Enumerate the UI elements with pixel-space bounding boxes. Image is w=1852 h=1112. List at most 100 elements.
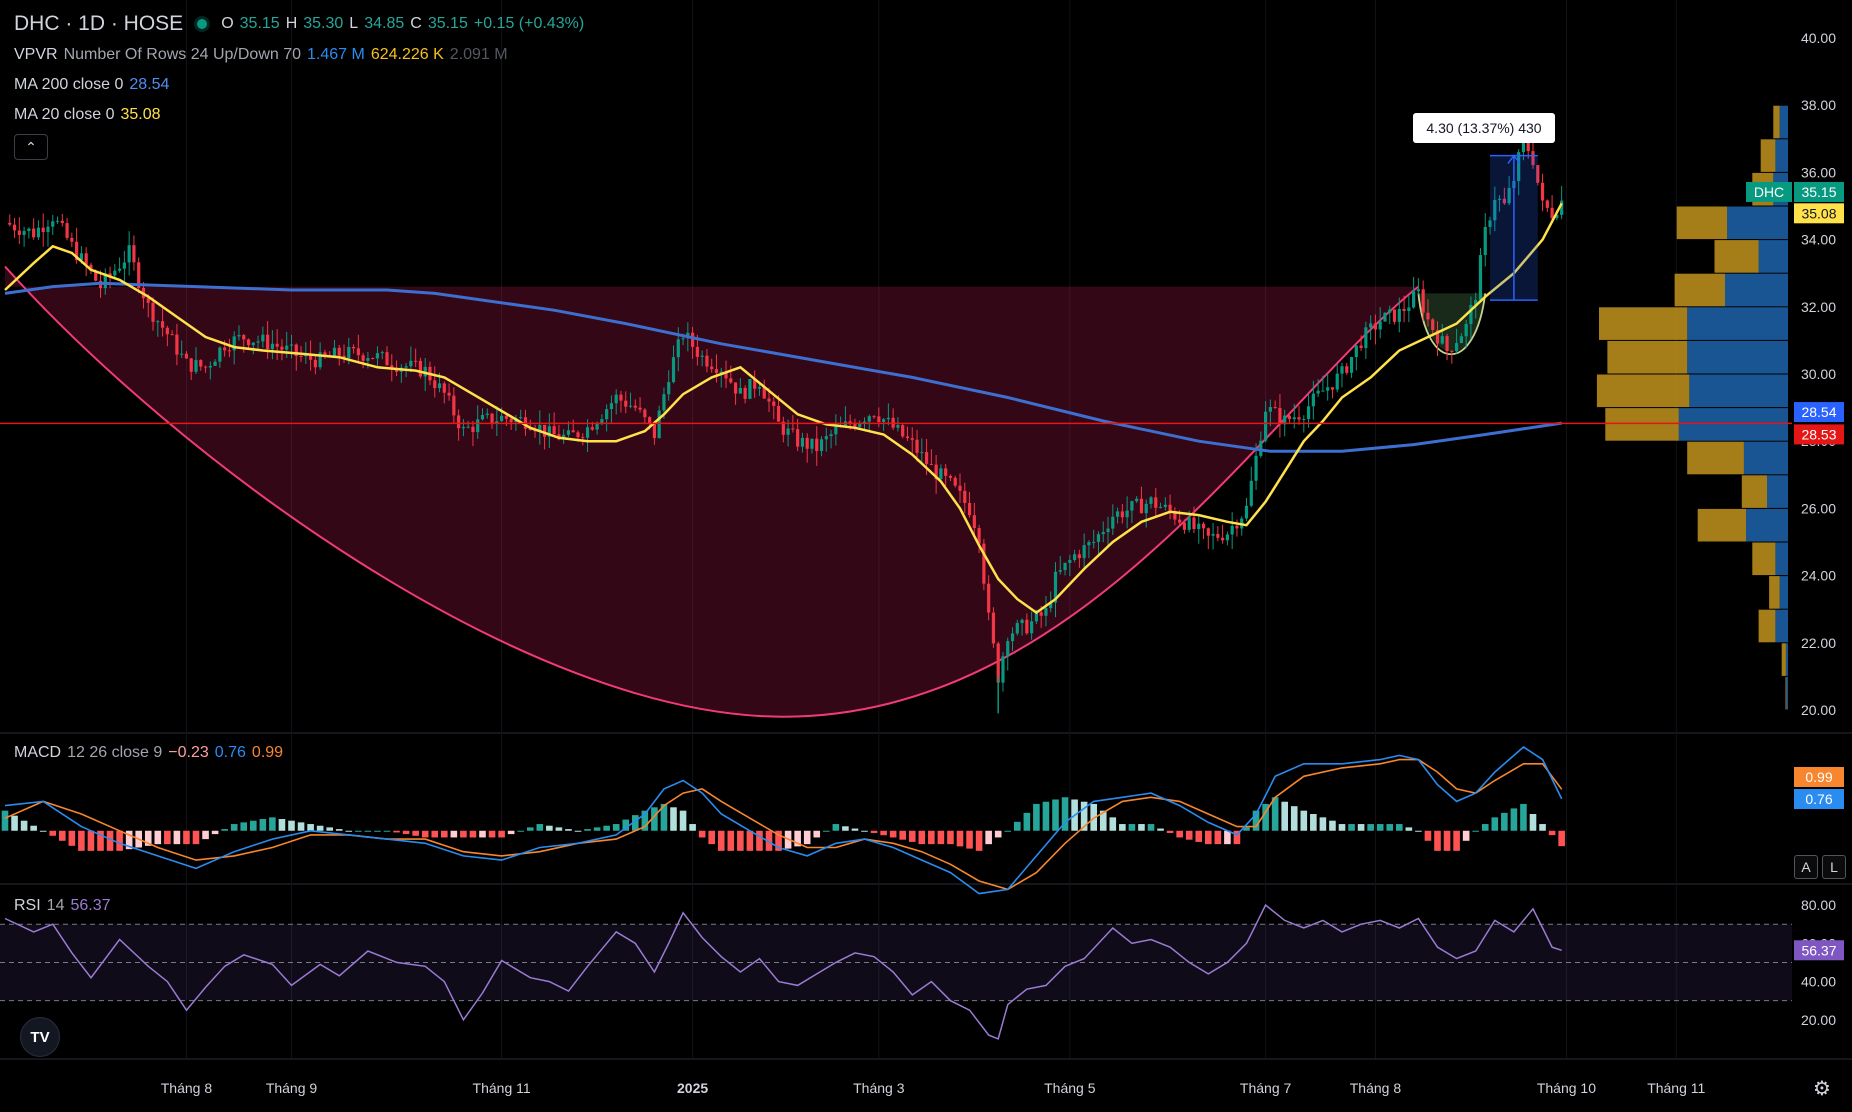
macd-histogram-bar xyxy=(1157,828,1164,831)
volume-profile-up-bar xyxy=(1779,576,1788,609)
candle-body xyxy=(118,268,122,271)
macd-histogram-bar xyxy=(144,830,152,846)
rsi-legend[interactable]: RSI 14 56.37 xyxy=(14,897,111,915)
time-axis-label: Tháng 11 xyxy=(1647,1080,1705,1096)
candle-body xyxy=(12,224,17,231)
rsi-axis-label: 40.00 xyxy=(1801,974,1836,990)
price-tag-box xyxy=(1794,424,1844,445)
macd-histogram-bar xyxy=(211,830,219,835)
time-axis-label: 2025 xyxy=(677,1080,708,1096)
log-scale-button[interactable]: L xyxy=(1822,855,1846,879)
macd-histogram-bar xyxy=(202,830,209,840)
vpvr-legend[interactable]: VPVR Number Of Rows 24 Up/Down 70 1.467 … xyxy=(14,46,508,64)
candle-body xyxy=(285,345,289,350)
macd-histogram-bar xyxy=(1520,803,1527,831)
symbol-title[interactable]: DHC · 1D · HOSE xyxy=(14,12,184,35)
ma20-line xyxy=(4,202,1563,615)
macd-histogram-bar xyxy=(727,830,735,851)
candle-body xyxy=(1096,534,1101,542)
volume-profile-down-bar xyxy=(1599,307,1688,340)
macd-histogram-bar xyxy=(546,825,553,831)
candle-body xyxy=(1206,528,1210,536)
candle-body xyxy=(1030,621,1034,634)
macd-histogram-bar xyxy=(975,830,983,851)
macd-signal-value: 0.99 xyxy=(251,744,284,761)
candle-body xyxy=(1545,200,1549,208)
candle-body xyxy=(242,335,246,340)
collapse-legend-button[interactable]: ⌃ xyxy=(14,134,48,160)
macd-histogram-bar xyxy=(1138,824,1145,831)
macd-legend[interactable]: MACD 12 26 close 9 −0.23 0.76 0.99 xyxy=(14,744,283,762)
candle-body xyxy=(834,426,838,435)
macd-histogram-bar xyxy=(670,807,677,831)
ma200-line xyxy=(4,281,1562,453)
macd-histogram-bar xyxy=(832,824,840,831)
candle-body xyxy=(275,343,279,347)
candle-body xyxy=(662,394,666,411)
macd-histogram-bar xyxy=(460,830,467,838)
candle-body xyxy=(1502,198,1506,204)
volume-profile-down-bar xyxy=(1769,576,1780,609)
ma20-label: MA 20 close 0 xyxy=(14,106,115,123)
candle-body xyxy=(471,426,475,433)
candle-body xyxy=(51,221,55,227)
vpvr-params: Number Of Rows 24 Up/Down 70 xyxy=(63,46,302,63)
macd-histogram-bar xyxy=(1300,810,1308,831)
candle-body xyxy=(528,428,532,430)
ma20-legend[interactable]: MA 20 close 0 35.08 xyxy=(14,106,161,124)
candle-body xyxy=(1450,351,1454,353)
macd-histogram-bar xyxy=(1147,824,1155,831)
candle-body xyxy=(371,358,375,360)
candle-body xyxy=(800,437,805,447)
candle-body xyxy=(939,468,943,480)
candle-body xyxy=(347,346,351,359)
macd-histogram-bar xyxy=(164,830,171,845)
tradingview-logo-icon[interactable]: TV xyxy=(20,1017,60,1057)
candle-body xyxy=(36,227,41,238)
measure-label-box xyxy=(1413,113,1555,143)
candle-body xyxy=(1058,570,1062,572)
time-axis-label: Tháng 3 xyxy=(853,1080,905,1096)
candle-body xyxy=(934,464,938,480)
macd-histogram-bar xyxy=(269,817,276,831)
candle-body xyxy=(566,430,571,435)
candle-body xyxy=(1025,619,1029,634)
candle-body xyxy=(270,343,274,350)
candle-body xyxy=(1259,440,1263,456)
candle-body xyxy=(500,415,504,422)
macd-histogram-bar xyxy=(106,830,114,851)
candle-body xyxy=(184,353,189,359)
candle-body xyxy=(41,227,45,233)
candle-body xyxy=(710,366,714,370)
price-tag-symbol: DHC xyxy=(1754,184,1784,200)
price-tag-box xyxy=(1794,181,1844,202)
candle-body xyxy=(170,334,174,336)
gear-icon[interactable]: ⚙ xyxy=(1813,1078,1831,1100)
candle-body xyxy=(944,468,948,476)
candle-body xyxy=(1149,497,1153,504)
macd-histogram-bar xyxy=(1252,810,1260,831)
macd-histogram-bar xyxy=(918,830,926,845)
candle-body xyxy=(1087,542,1091,546)
auto-scale-button[interactable]: A xyxy=(1794,855,1818,879)
candle-body xyxy=(1125,510,1129,518)
candle-body xyxy=(896,425,900,428)
candle-body xyxy=(1459,336,1463,344)
candle-body xyxy=(1135,498,1139,502)
candle-body xyxy=(987,583,991,613)
candle-body xyxy=(1497,198,1502,200)
volume-profile-down-bar xyxy=(1760,139,1776,172)
macd-histogram-bar xyxy=(469,830,477,838)
macd-histogram-bar xyxy=(947,830,954,845)
macd-histogram-bar xyxy=(1243,827,1250,831)
macd-histogram-bar xyxy=(880,830,887,836)
candle-body xyxy=(356,348,360,356)
low-value: 34.85 xyxy=(364,15,405,32)
candle-body xyxy=(203,366,208,368)
ma200-legend[interactable]: MA 200 close 0 28.54 xyxy=(14,76,169,94)
macd-histogram-bar xyxy=(574,830,582,832)
macd-histogram-bar xyxy=(1376,824,1384,831)
rsi-line xyxy=(4,903,1562,1040)
macd-tag-box xyxy=(1794,789,1844,809)
